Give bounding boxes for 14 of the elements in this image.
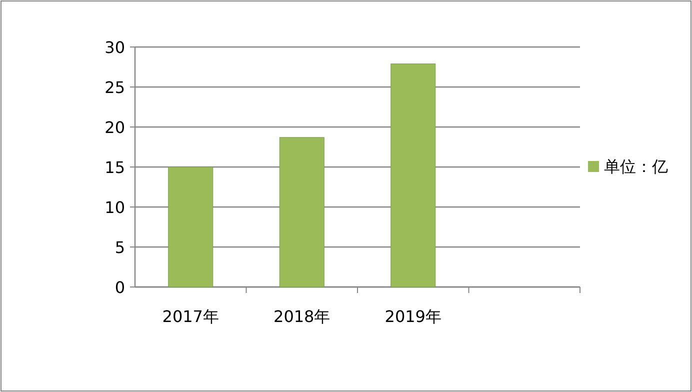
y-tick-label: 20: [104, 118, 125, 137]
bar: [390, 64, 436, 288]
x-tick-label: 2018年: [274, 307, 330, 326]
x-tick-label: 2019年: [384, 307, 442, 326]
y-tick-label: 30: [104, 38, 125, 57]
y-tick-label: 25: [104, 78, 125, 97]
y-tick-label: 15: [104, 158, 125, 177]
y-tick-label: 0: [114, 278, 125, 297]
x-tick-label: 2017年: [162, 307, 219, 326]
bar: [168, 166, 214, 288]
y-tick-label: 5: [114, 238, 125, 257]
bar: [279, 137, 324, 288]
legend-label: 单位：亿: [604, 157, 668, 176]
y-tick-label: 10: [104, 198, 125, 217]
